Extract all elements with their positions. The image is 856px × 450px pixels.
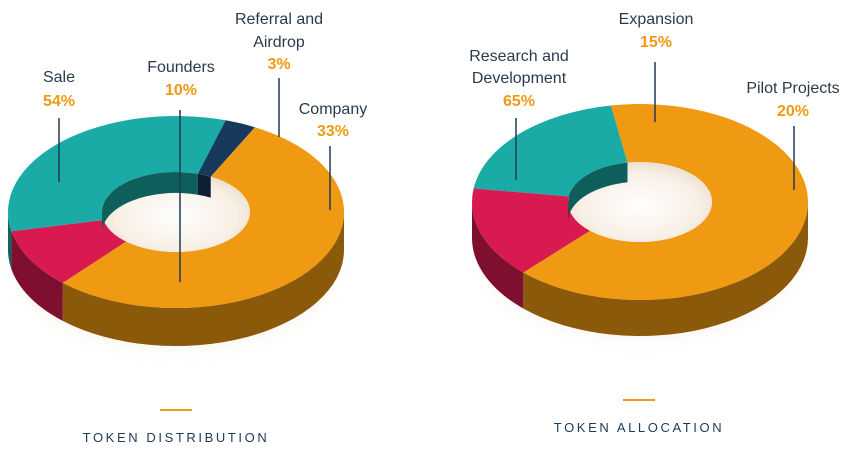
chart-title: TOKEN ALLOCATION [554,420,724,435]
slice-founders [11,220,127,283]
slice-value-company: 33% [317,123,349,140]
token-allocation-chart: Research and Development 65% Expansion 1… [469,11,840,435]
slice-inner-wall-expansion [568,196,569,222]
slice-value-referral: 3% [267,56,290,73]
slice-label-company: Company [299,101,367,118]
slice-label-expansion: Expansion [619,11,694,28]
slice-label-research-line1: Research and [469,48,569,65]
slice-research-and-development [523,104,808,301]
slice-value-founders: 10% [165,82,197,99]
slice-value-research: 65% [503,93,535,110]
slice-label-research-line2: Development [472,70,567,87]
slice-side-founders [11,231,63,321]
slice-label-pilot-projects: Pilot Projects [746,80,839,97]
slice-label-founders: Founders [147,59,215,76]
slice-referral-and-airdrop [197,120,255,177]
donut-slices [7,115,345,346]
slice-side-research-and-development [523,202,808,337]
slice-inner-wall-company [102,172,198,233]
leader-lines [58,78,331,282]
slice-side-sale [62,212,344,346]
slice-label-referral-line2: Airdrop [253,34,305,51]
donut-slices [471,104,808,337]
slice-side-expansion [471,202,524,309]
slice-label-sale: Sale [43,69,75,86]
leader-lines [515,62,795,190]
slice-value-expansion: 15% [640,34,672,51]
slice-label-referral-line1: Referral and [235,11,323,28]
slice-expansion [471,188,590,273]
slice-side-company [8,212,12,270]
slice-sale [62,127,345,309]
slice-company [7,115,226,232]
chart-title: TOKEN DISTRIBUTION [83,430,270,445]
slice-value-pilot-projects: 20% [777,103,809,120]
slice-pilot-projects [473,105,628,197]
slice-inner-wall-pilot-projects [568,162,628,217]
token-distribution-chart: Sale 54% Founders 10% Referral and Airdr… [7,11,367,445]
slice-inner-wall-referral-and-airdrop [197,173,211,198]
slice-value-sale: 54% [43,93,75,110]
